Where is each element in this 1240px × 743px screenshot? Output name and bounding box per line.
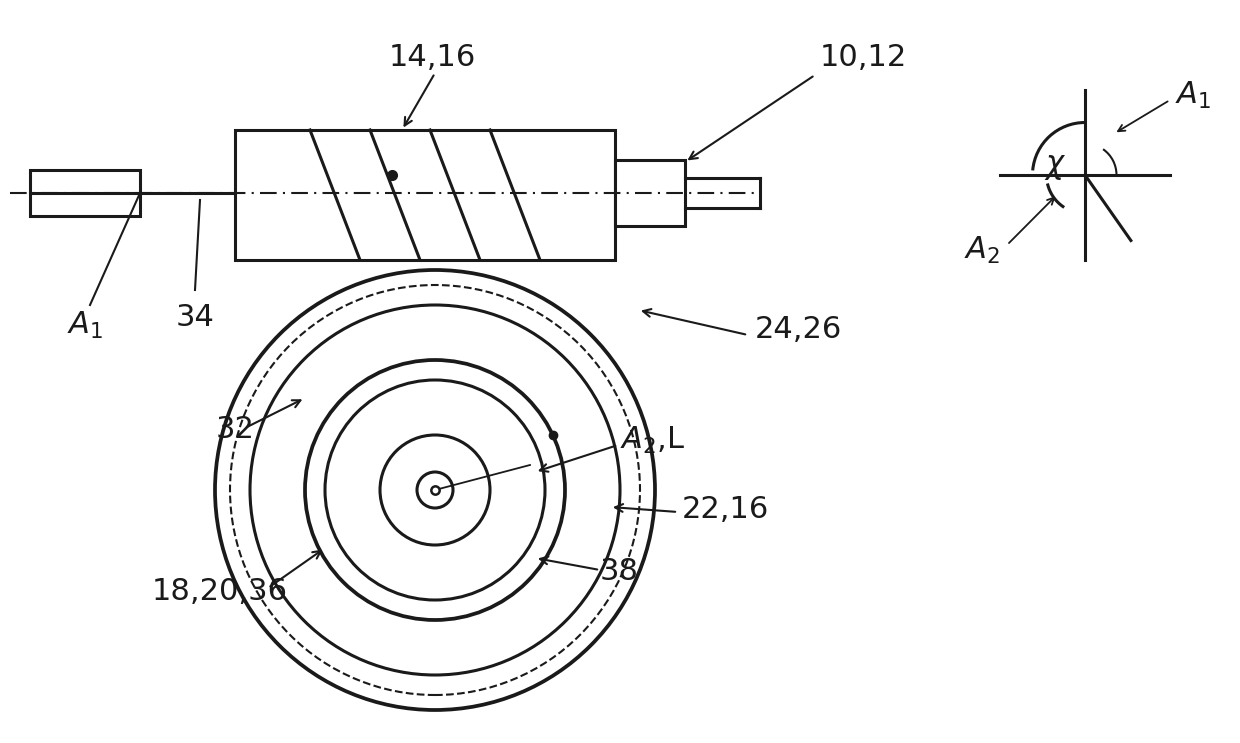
Text: 22,16: 22,16	[682, 496, 769, 525]
Text: $\chi$: $\chi$	[1044, 152, 1066, 181]
Circle shape	[417, 472, 453, 508]
Text: 32: 32	[216, 415, 254, 444]
Text: $A_1$: $A_1$	[67, 309, 103, 340]
Polygon shape	[236, 130, 615, 260]
Text: $A_2$: $A_2$	[963, 235, 999, 265]
Text: 18,20,36: 18,20,36	[153, 577, 288, 606]
Text: 10,12: 10,12	[820, 44, 908, 73]
Text: $A_2$,L: $A_2$,L	[620, 424, 686, 455]
Text: 24,26: 24,26	[755, 316, 842, 345]
Text: 14,16: 14,16	[388, 44, 476, 73]
Polygon shape	[615, 160, 684, 226]
Text: $A_1$: $A_1$	[1176, 80, 1211, 111]
Text: 38: 38	[600, 557, 639, 586]
Text: 34: 34	[176, 303, 215, 333]
Polygon shape	[30, 170, 140, 216]
